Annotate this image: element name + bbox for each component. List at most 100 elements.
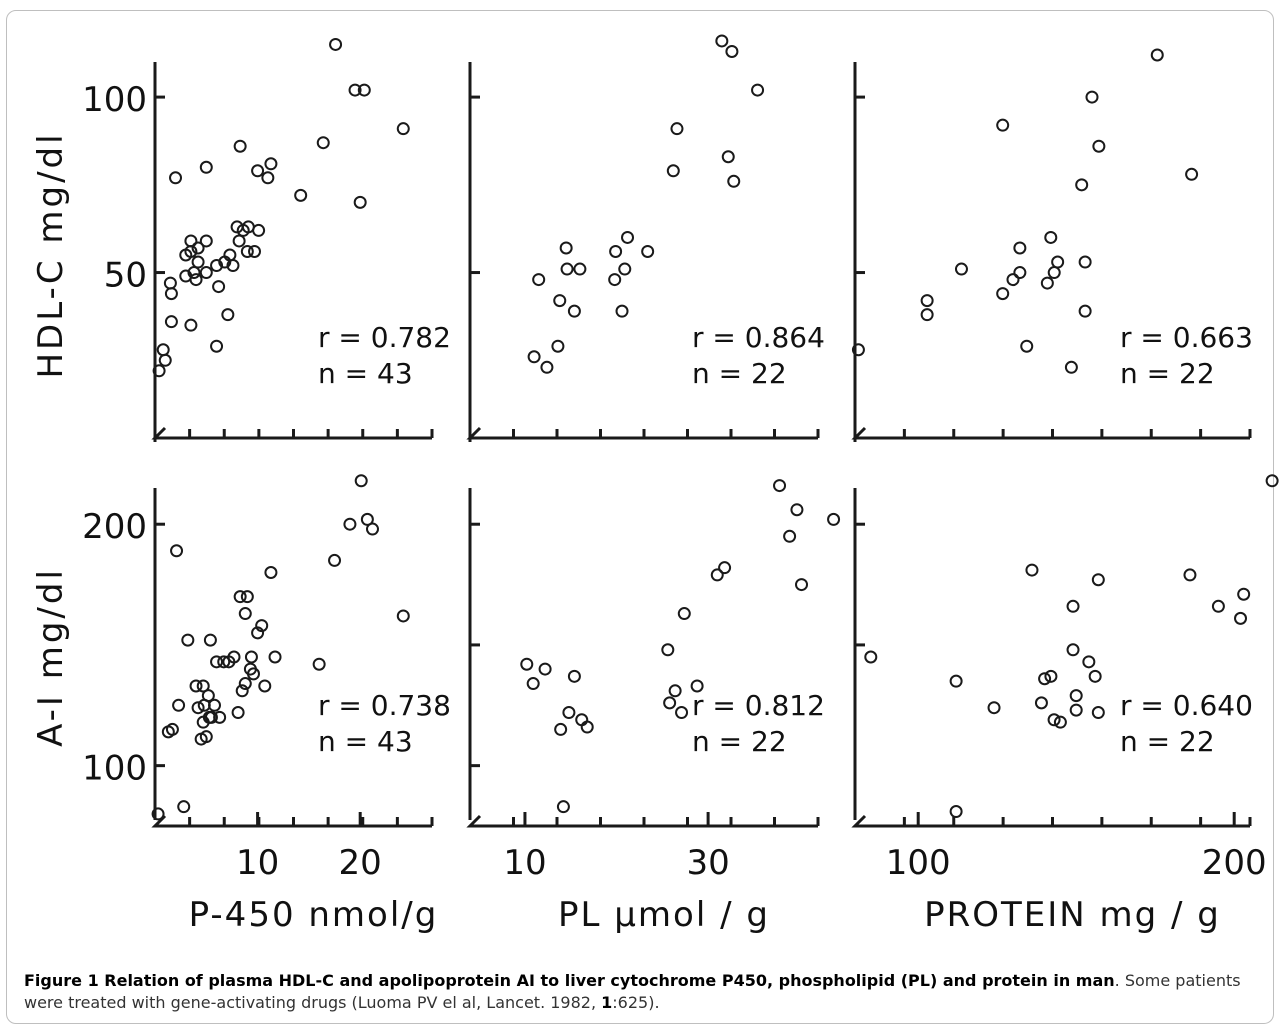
data-point: [920, 294, 934, 308]
data-point: [540, 360, 554, 374]
data-point: [196, 679, 210, 693]
data-point: [184, 318, 198, 332]
data-point: [715, 34, 729, 48]
figure-caption: Figure 1 Relation of plasma HDL-C and ap…: [24, 970, 1269, 1014]
data-point: [1053, 715, 1067, 729]
x-tick-label: 10: [503, 843, 546, 883]
data-point: [396, 609, 410, 623]
data-point: [264, 566, 278, 579]
data-point: [268, 650, 282, 664]
data-point: [1064, 360, 1078, 374]
sample-size-label: n = 22: [1120, 725, 1215, 758]
data-point: [189, 679, 203, 693]
data-point: [251, 164, 265, 178]
data-point: [527, 350, 541, 364]
data-point: [725, 44, 739, 58]
data-point: [158, 353, 172, 367]
data-point: [1020, 339, 1034, 353]
data-point: [1051, 255, 1065, 269]
data-point: [1040, 276, 1054, 290]
correlation-r-label: r = 0.812: [692, 689, 825, 722]
data-point: [609, 244, 623, 258]
x-tick-label: 10: [236, 843, 279, 883]
data-point: [1034, 696, 1048, 710]
x-axis-line: [851, 426, 1250, 440]
data-point: [560, 262, 574, 276]
data-point: [1082, 655, 1096, 669]
data-point: [1075, 178, 1089, 192]
data-point: [238, 607, 252, 621]
data-point: [1044, 230, 1058, 244]
data-point: [727, 174, 741, 188]
data-point: [551, 339, 565, 353]
data-point: [1265, 474, 1279, 488]
data-point: [520, 657, 534, 671]
data-point: [164, 287, 178, 301]
data-point: [1078, 255, 1092, 269]
data-point: [949, 805, 963, 819]
correlation-r-label: r = 0.663: [1120, 321, 1253, 354]
data-point: [670, 122, 684, 136]
data-point: [690, 679, 704, 693]
data-point: [199, 266, 213, 280]
figure-frame: [6, 10, 1274, 1024]
data-point: [710, 568, 724, 582]
data-point: [526, 677, 540, 691]
data-point: [354, 474, 368, 488]
data-point: [1013, 266, 1027, 280]
data-point: [920, 308, 934, 322]
data-point: [618, 262, 632, 276]
data-point: [1044, 669, 1058, 683]
data-point: [191, 255, 205, 269]
data-point: [1066, 643, 1080, 657]
data-point: [721, 150, 735, 164]
sample-size-label: n = 22: [1120, 357, 1215, 390]
data-point: [348, 83, 362, 97]
data-point: [1069, 703, 1083, 717]
caption-text: . Some patients were treated with gene-a…: [24, 971, 1241, 1012]
data-point: [1006, 273, 1020, 287]
data-point: [312, 657, 326, 671]
data-point: [343, 517, 357, 531]
x-axis-title: PL µmol / g: [558, 895, 770, 935]
data-point: [204, 710, 218, 724]
data-point: [851, 343, 865, 357]
data-point: [199, 234, 213, 248]
data-point: [567, 304, 581, 318]
data-point: [238, 677, 252, 691]
data-point: [235, 684, 249, 698]
data-point: [213, 710, 227, 724]
data-point: [675, 706, 689, 720]
data-point: [1025, 563, 1039, 577]
data-point: [580, 720, 594, 734]
x-tick-label: 100: [886, 843, 951, 883]
data-point: [231, 706, 245, 720]
data-point: [261, 171, 275, 185]
data-point: [621, 230, 635, 244]
data-point: [559, 241, 573, 255]
data-point: [156, 343, 170, 357]
x-axis-line: [466, 426, 818, 440]
data-point: [996, 118, 1010, 132]
data-point: [232, 234, 246, 248]
data-point: [987, 701, 1001, 715]
caption-text-end: :625).: [612, 993, 660, 1012]
data-point: [1038, 672, 1052, 686]
data-point: [360, 512, 374, 526]
data-point: [210, 259, 224, 273]
data-point: [255, 619, 269, 633]
data-point: [663, 696, 677, 710]
data-point: [1088, 669, 1102, 683]
data-point: [163, 276, 177, 290]
data-point: [1211, 599, 1225, 613]
data-point: [357, 83, 371, 97]
data-point: [1047, 713, 1061, 727]
data-point: [1085, 90, 1099, 104]
data-point: [329, 37, 343, 51]
data-point: [1069, 689, 1083, 703]
data-point: [212, 280, 226, 294]
